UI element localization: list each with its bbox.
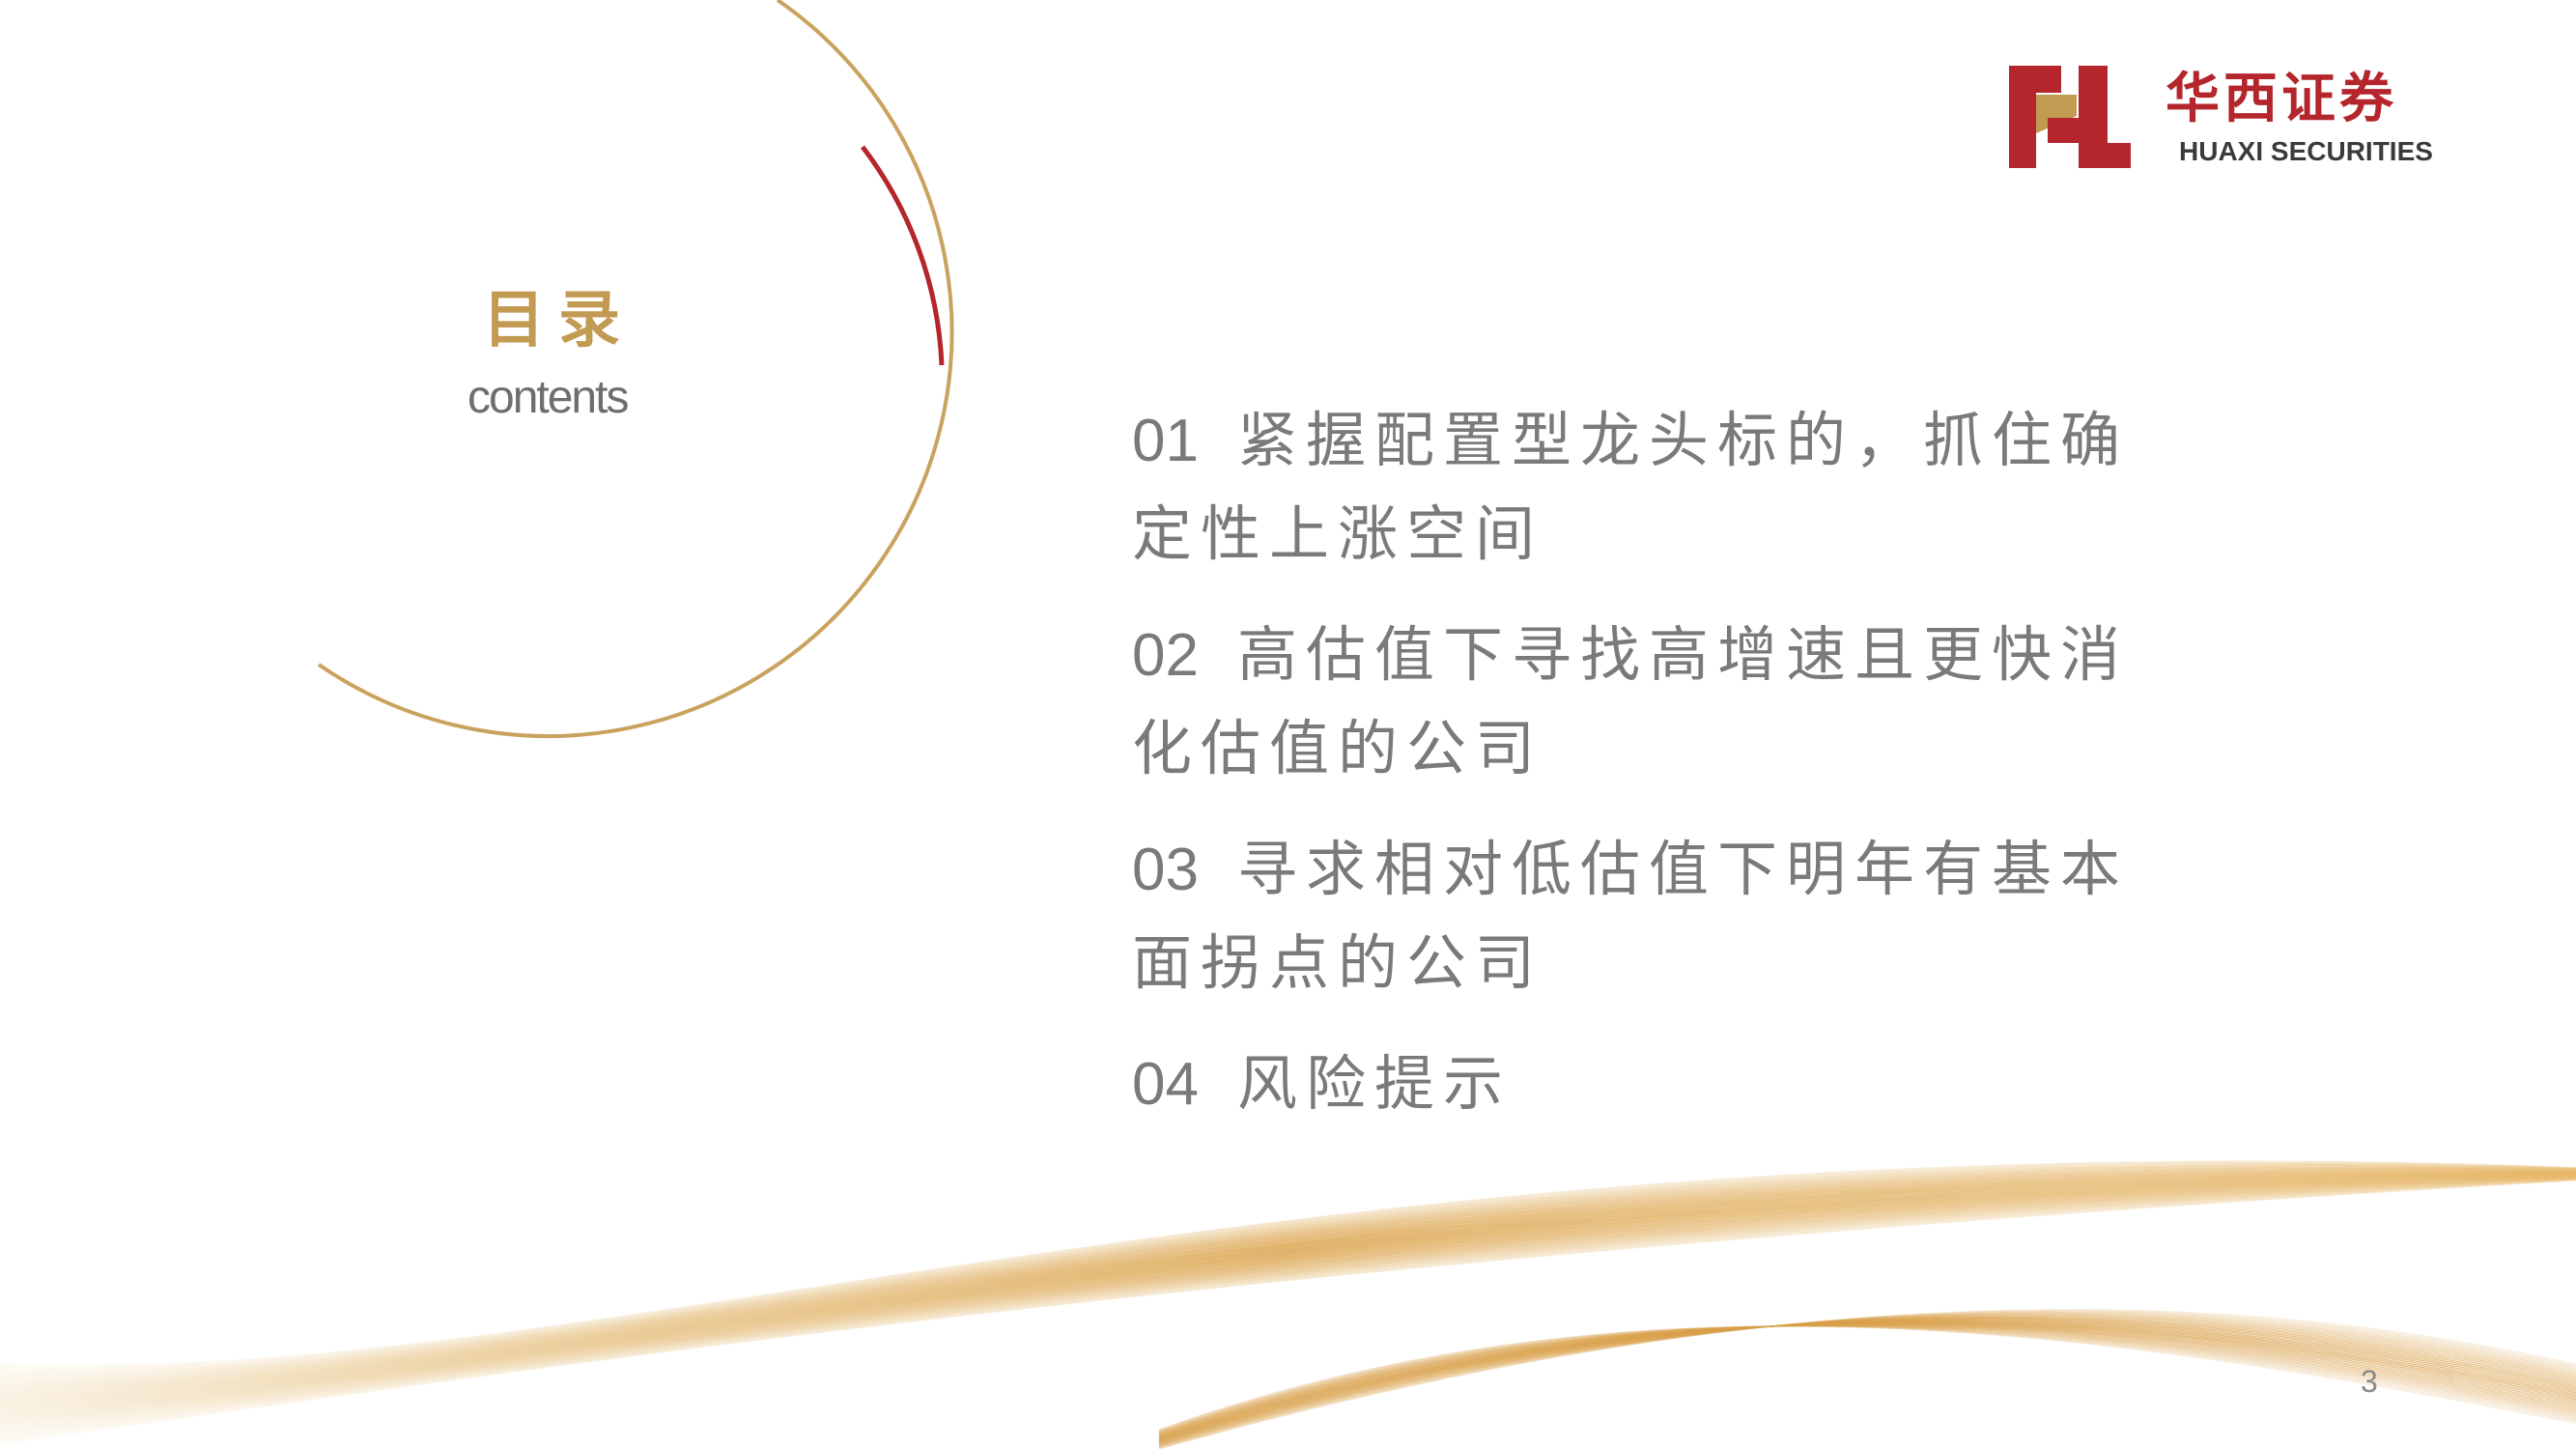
toc-item-text: 紧握配置型龙头标的，抓住确定性上涨空间 <box>1132 405 2129 569</box>
toc-item[interactable]: 02 高估值下寻找高增速且更快消化估值的公司 <box>1132 609 2194 795</box>
gold-ribbon-waves <box>0 1160 2576 1449</box>
page-number: 3 <box>2361 1364 2378 1399</box>
toc-item[interactable]: 03 寻求相对低估值下明年有基本面拐点的公司 <box>1132 823 2194 1009</box>
huaxi-h-logo-icon <box>2009 66 2131 168</box>
gold-circle-arc <box>317 0 954 739</box>
page-subtitle: contents <box>467 372 629 423</box>
company-logo: 华西证券 HUAXI SECURITIES <box>2009 66 2511 172</box>
toc-item-number: 03 <box>1132 837 1199 903</box>
toc-item-number: 01 <box>1132 408 1199 474</box>
toc-item[interactable]: 04 风险提示 <box>1132 1037 2194 1131</box>
toc-item-number: 02 <box>1132 622 1199 689</box>
toc-item[interactable]: 01 紧握配置型龙头标的，抓住确定性上涨空间 <box>1132 394 2194 581</box>
toc-item-number: 04 <box>1132 1051 1199 1118</box>
toc-item-text: 寻求相对低估值下明年有基本面拐点的公司 <box>1132 834 2129 998</box>
page-title: 目录 <box>483 284 634 356</box>
logo-name-cn: 华西证券 <box>2166 68 2397 130</box>
logo-name-en: HUAXI SECURITIES <box>2179 136 2433 166</box>
toc-item-text: 风险提示 <box>1236 1048 1512 1119</box>
red-accent-arc <box>861 145 945 366</box>
table-of-contents: 01 紧握配置型龙头标的，抓住确定性上涨空间 02 高估值下寻找高增速且更快消化估值… <box>1132 394 2194 1159</box>
toc-item-text: 高估值下寻找高增速且更快消化估值的公司 <box>1132 619 2129 783</box>
